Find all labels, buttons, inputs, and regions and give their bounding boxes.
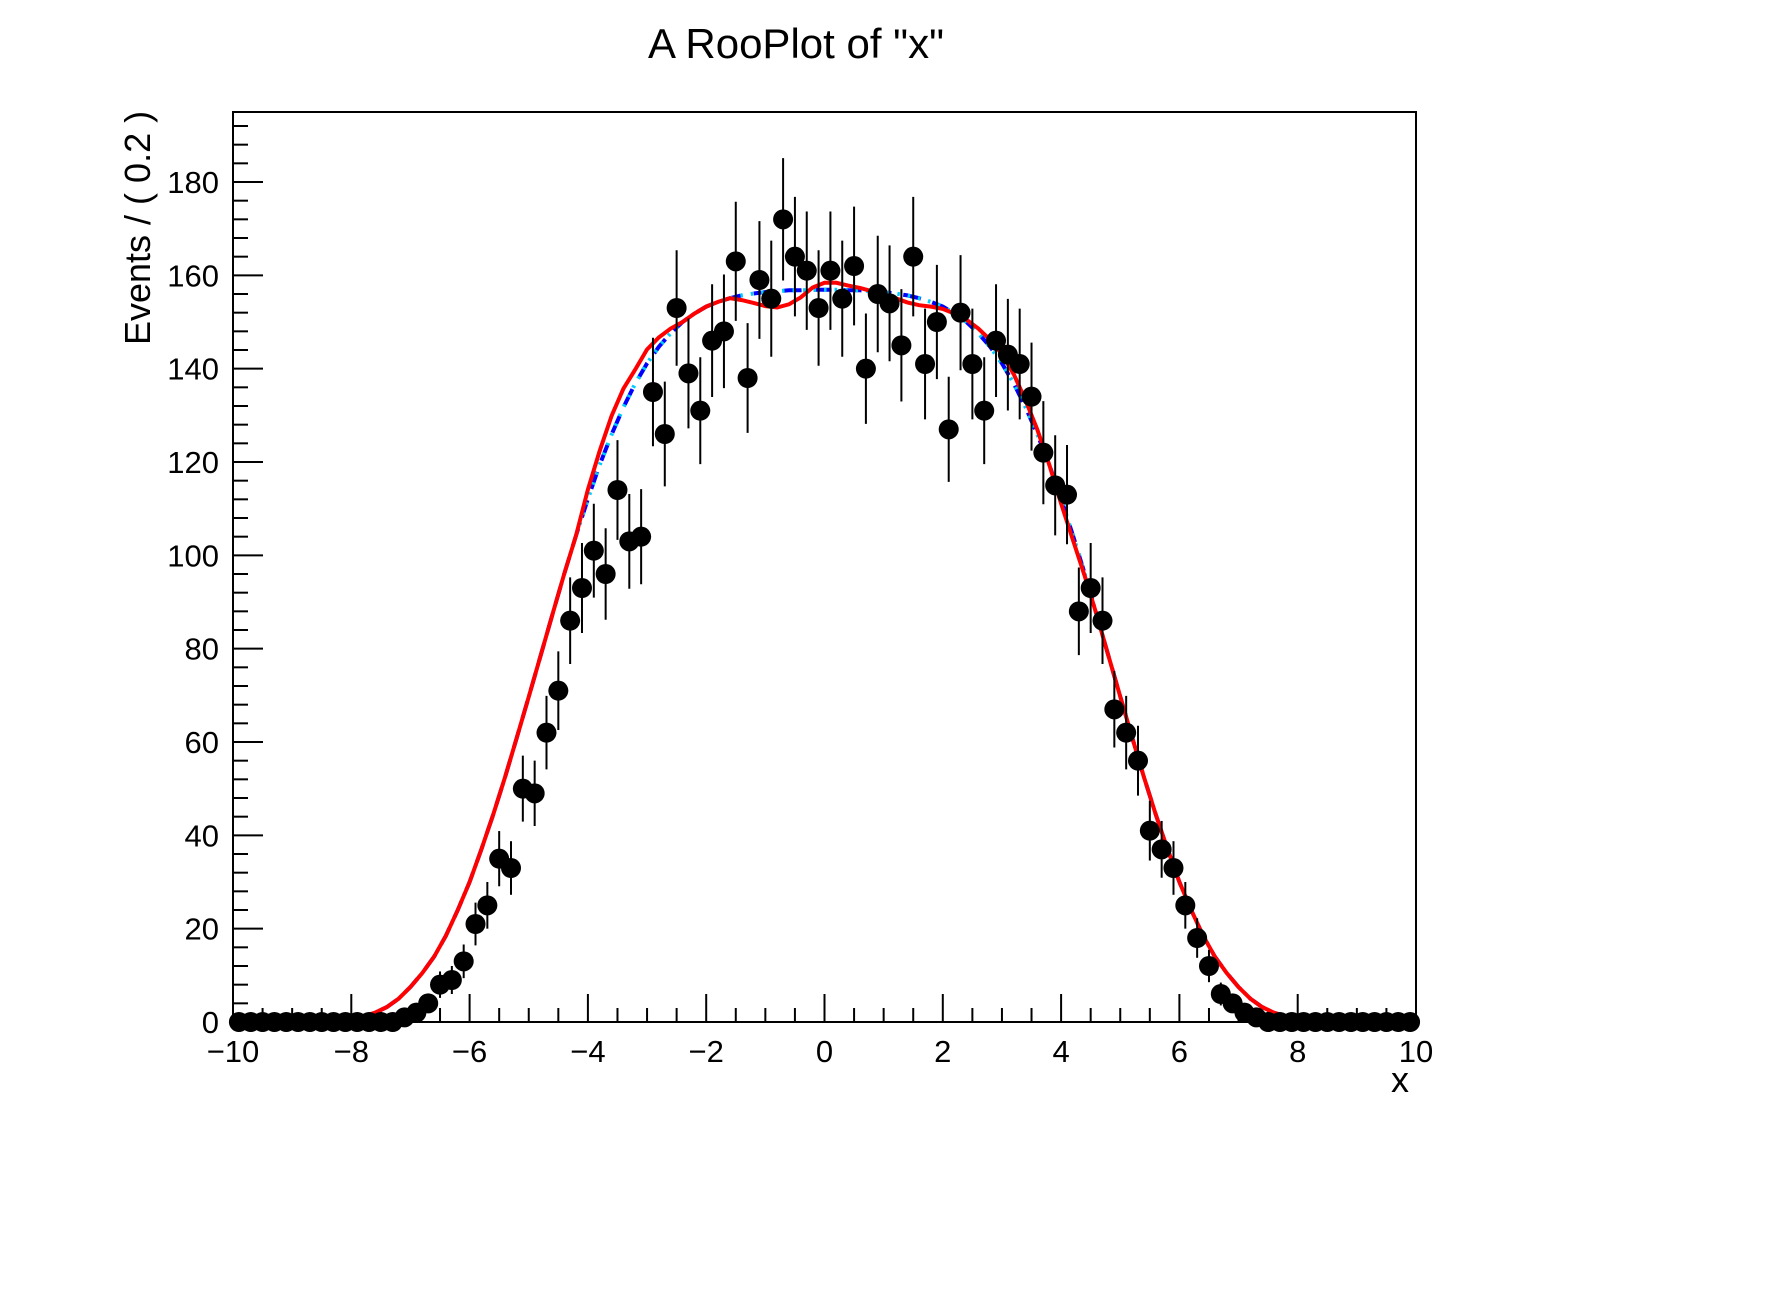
data-point (631, 526, 652, 547)
y-tick-label: 0 (202, 1005, 219, 1040)
data-point (713, 321, 734, 342)
data-point (1116, 722, 1137, 743)
x-tick-label: 0 (816, 1034, 833, 1069)
data-point (891, 335, 912, 356)
plot-frame (232, 111, 1417, 1023)
data-point (1127, 750, 1148, 771)
data-point (536, 722, 557, 743)
data-point (1400, 1012, 1421, 1032)
data-point (749, 270, 770, 290)
x-tick-label: −6 (452, 1034, 487, 1069)
data-point (465, 914, 486, 934)
data-point (844, 256, 865, 276)
y-tick-label: 60 (185, 725, 219, 760)
data-point (986, 330, 1007, 351)
data-point (903, 246, 924, 267)
data-point (1151, 839, 1172, 860)
x-axis-title: x (1391, 1059, 1409, 1100)
data-point (950, 302, 971, 323)
data-point (820, 260, 841, 281)
x-tick-label: 4 (1052, 1034, 1069, 1069)
data-point (642, 382, 663, 402)
y-tick-label: 120 (167, 445, 219, 480)
data-point (725, 251, 746, 272)
data-point (1163, 858, 1184, 878)
x-tick-label: −8 (334, 1034, 369, 1069)
data-point (571, 578, 592, 598)
data-point (441, 970, 462, 990)
x-tick-label: 6 (1171, 1034, 1188, 1069)
data-point (773, 209, 794, 230)
data-point (1092, 610, 1113, 631)
data-point (607, 480, 628, 500)
data-point (832, 288, 853, 309)
y-tick-label: 180 (167, 165, 219, 200)
plot-title: A RooPlot of "x" (648, 20, 944, 67)
data-point (501, 858, 522, 878)
curve-dashed-0000ff (233, 287, 1416, 1024)
data-point (1033, 442, 1054, 463)
data-point (678, 363, 699, 384)
data-point (418, 993, 439, 1014)
data-point (690, 400, 711, 421)
data-point (796, 260, 817, 281)
data-point (784, 246, 805, 267)
data-point (926, 312, 947, 332)
data-point (962, 354, 983, 374)
y-tick-label: 40 (185, 818, 219, 853)
data-point (548, 680, 569, 701)
data-point (453, 951, 474, 972)
data-point (974, 400, 995, 421)
data-point (1021, 386, 1042, 407)
y-axis-title: Events / ( 0.2 ) (117, 111, 158, 345)
curve-dotted-00ccff (233, 287, 1416, 1024)
data-point (595, 564, 616, 584)
data-point (1057, 484, 1078, 505)
data-point (477, 895, 498, 916)
data-point (1080, 578, 1101, 598)
x-tick-label: 2 (934, 1034, 951, 1069)
data-point (938, 419, 959, 440)
data-point (1139, 820, 1160, 841)
data-point (1104, 699, 1125, 720)
y-tick-label: 140 (167, 352, 219, 387)
data-point (855, 358, 876, 379)
y-tick-label: 100 (167, 538, 219, 573)
x-tick-label: −10 (207, 1034, 260, 1069)
x-tick-label: 8 (1289, 1034, 1306, 1069)
data-point (879, 293, 900, 314)
data-point (1198, 956, 1219, 976)
data-point (761, 288, 782, 309)
data-point (1009, 354, 1030, 374)
data-point (524, 783, 545, 804)
data-point (1187, 928, 1208, 948)
data-point (560, 610, 581, 631)
x-tick-label: −2 (689, 1034, 724, 1069)
data-point (583, 540, 604, 561)
data-point (915, 354, 936, 374)
data-point (808, 298, 829, 318)
x-tick-label: −4 (570, 1034, 605, 1069)
data-point (1175, 895, 1196, 916)
y-tick-label: 80 (185, 632, 219, 667)
x-tick-label: 10 (1399, 1034, 1433, 1069)
data-point (737, 368, 758, 388)
data-point (654, 424, 675, 444)
data-point (666, 298, 687, 318)
curve-solid-ff0000 (233, 280, 1416, 1024)
data-point (1068, 601, 1089, 622)
y-tick-label: 160 (167, 258, 219, 293)
y-tick-label: 20 (185, 912, 219, 947)
